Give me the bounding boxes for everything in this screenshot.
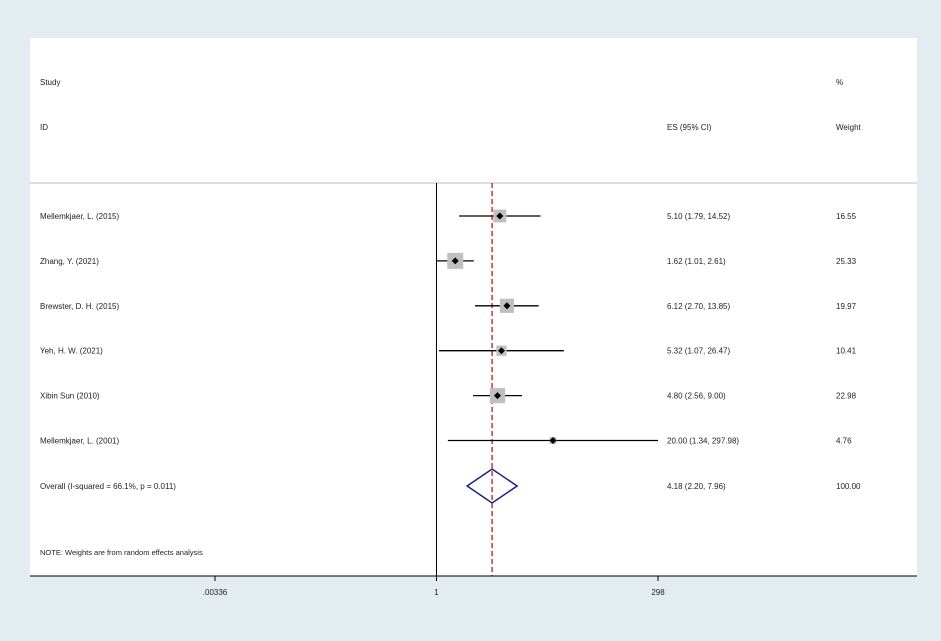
header-es: ES (95% CI) xyxy=(667,123,712,132)
study-label: Yeh, H. W. (2021) xyxy=(40,347,103,356)
header-weight: Weight xyxy=(836,123,862,132)
study-row: Yeh, H. W. (2021) 5.32 (1.07, 26.47) 10.41 xyxy=(40,345,857,356)
tick-label: 1 xyxy=(434,588,439,597)
study-es: 5.10 (1.79, 14.52) xyxy=(667,212,730,221)
overall-row: Overall (I-squared = 66.1%, p = 0.011) 4… xyxy=(40,468,861,504)
header-weight-percent: % xyxy=(836,78,843,87)
tick-label: .00336 xyxy=(203,588,228,597)
note: NOTE: Weights are from random effects an… xyxy=(40,548,203,557)
study-label: Xibin Sun (2010) xyxy=(40,392,100,401)
study-weight: 4.76 xyxy=(836,437,852,446)
study-rows: Mellemkjaer, L. (2015) 5.10 (1.79, 14.52)… xyxy=(40,209,857,446)
study-weight: 16.55 xyxy=(836,212,857,221)
study-label: Mellemkjaer, L. (2015) xyxy=(40,212,119,221)
study-es: 4.80 (2.56, 9.00) xyxy=(667,392,726,401)
study-es: 6.12 (2.70, 13.85) xyxy=(667,302,730,311)
study-es: 20.00 (1.34, 297.98) xyxy=(667,437,739,446)
point-estimate xyxy=(493,392,501,400)
study-weight: 10.41 xyxy=(836,347,857,356)
study-es: 5.32 (1.07, 26.47) xyxy=(667,347,730,356)
x-axis-ticks: .00336 1 298 xyxy=(203,576,665,597)
study-es: 1.62 (1.01, 2.61) xyxy=(667,257,726,266)
overall-es: 4.18 (2.20, 7.96) xyxy=(667,482,726,491)
study-label: Zhang, Y. (2021) xyxy=(40,257,99,266)
point-estimate xyxy=(503,302,511,310)
header-id: ID xyxy=(40,123,48,132)
overall-label: Overall (I-squared = 66.1%, p = 0.011) xyxy=(40,482,176,491)
point-estimate xyxy=(496,212,504,220)
study-row: Xibin Sun (2010) 4.80 (2.56, 9.00) 22.98 xyxy=(40,387,857,404)
study-weight: 22.98 xyxy=(836,392,857,401)
study-weight: 19.97 xyxy=(836,302,857,311)
study-row: Mellemkjaer, L. (2001) 20.00 (1.34, 297.9… xyxy=(40,437,852,446)
plot-background xyxy=(30,38,917,576)
study-label: Mellemkjaer, L. (2001) xyxy=(40,437,119,446)
study-label: Brewster, D. H. (2015) xyxy=(40,302,119,311)
tick-label: 298 xyxy=(651,588,665,597)
overall-diamond xyxy=(465,468,519,504)
study-row: Zhang, Y. (2021) 1.62 (1.01, 2.61) 25.33 xyxy=(40,252,857,269)
header: Study ID ES (95% CI) % Weight xyxy=(40,78,862,132)
point-estimate xyxy=(451,257,459,265)
point-estimate xyxy=(549,437,557,444)
study-weight: 25.33 xyxy=(836,257,857,266)
study-row: Brewster, D. H. (2015) 6.12 (2.70, 13.85)… xyxy=(40,298,857,313)
point-estimate xyxy=(497,347,505,355)
overall-weight: 100.00 xyxy=(836,482,861,491)
header-study: Study xyxy=(40,78,60,87)
study-row: Mellemkjaer, L. (2015) 5.10 (1.79, 14.52)… xyxy=(40,209,857,223)
